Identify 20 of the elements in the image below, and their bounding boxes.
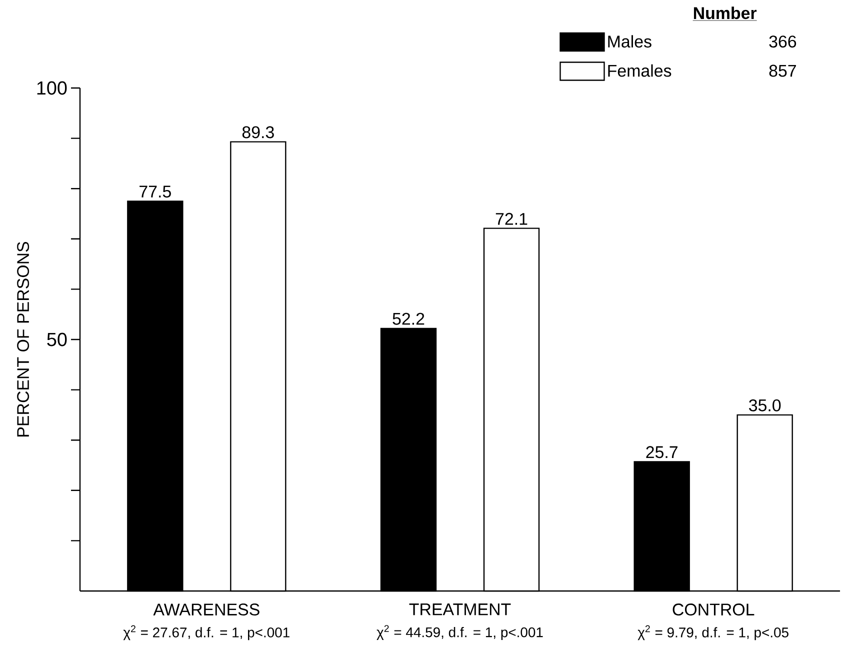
y-axis-title: PERCENT OF PERSONS xyxy=(17,242,30,436)
text: 77.5 xyxy=(140,186,171,198)
text: 25.7 xyxy=(646,446,678,458)
text: 89.3 xyxy=(242,126,274,138)
text: χ$^{2}$ = 27.67, d.f. = 1, p<.001 xyxy=(123,625,290,640)
text: 857 xyxy=(769,64,796,77)
x-tick-label: AWARENESS xyxy=(153,604,260,616)
y-tick-label: 50 xyxy=(47,332,67,346)
text: 52.2 xyxy=(392,312,424,325)
legend-label: Females xyxy=(608,64,672,77)
x-tick-label: CONTROL xyxy=(672,604,754,616)
text: χ$^{2}$ = 44.59, d.f. = 1, p<.001 xyxy=(376,625,543,640)
legend-label: Males xyxy=(608,35,652,48)
text: χ$^{2}$ = 9.79, d.f. = 1, p<.05 xyxy=(638,625,788,640)
text: 366 xyxy=(769,36,796,48)
text: 35.0 xyxy=(749,399,781,412)
text: 72.1 xyxy=(496,212,528,225)
legend-title: Number xyxy=(694,6,757,20)
x-tick-label: TREATMENT xyxy=(409,604,511,616)
y-tick-label: 100 xyxy=(37,81,67,95)
